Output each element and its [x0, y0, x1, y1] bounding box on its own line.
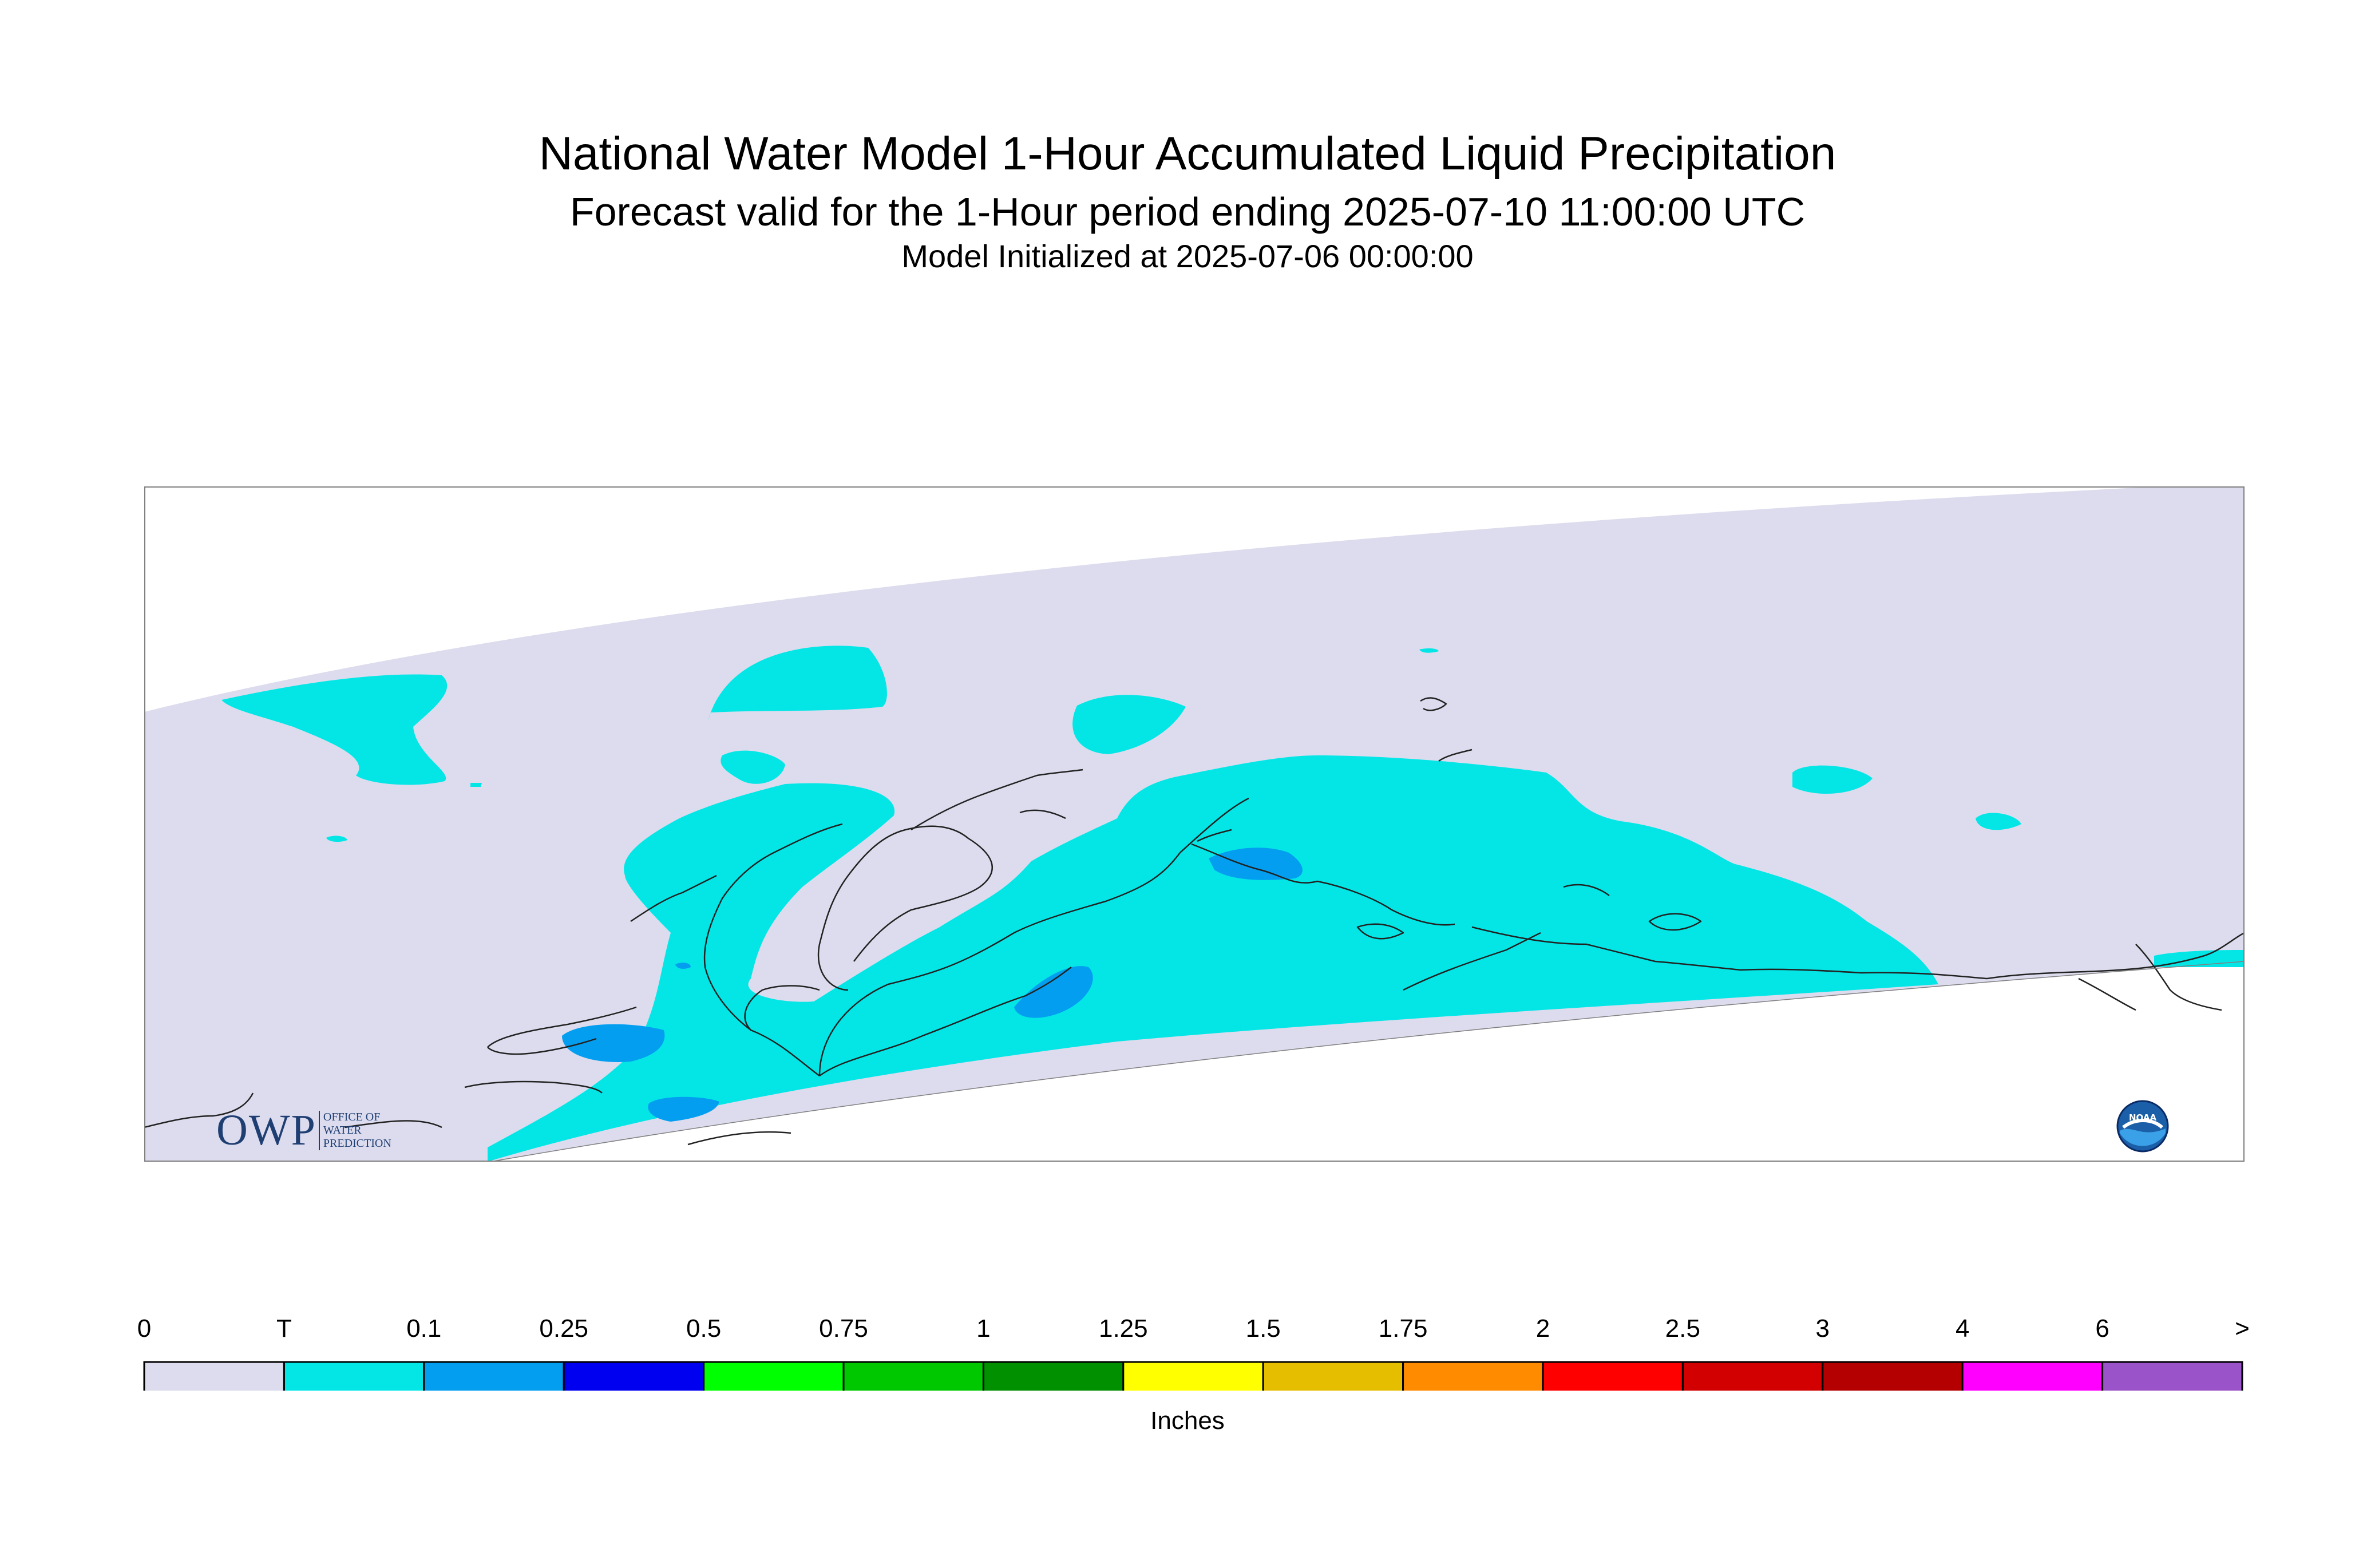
- owp-logo: OWP OFFICE OF WATER PREDICTION: [216, 1106, 391, 1155]
- legend-tick-label: 3: [1815, 1314, 1830, 1343]
- legend-tick-label: 1.5: [1245, 1314, 1281, 1343]
- model-init-label: Model Initialized at 2025-07-06 00:00:00: [901, 238, 1474, 274]
- legend-swatch: [563, 1361, 705, 1391]
- legend-tick-label: 1.25: [1098, 1314, 1148, 1343]
- legend-swatch: [1262, 1361, 1404, 1391]
- legend-swatch: [143, 1361, 285, 1391]
- forecast-valid-subtitle: Forecast valid for the 1-Hour period end…: [569, 189, 1806, 234]
- legend-tick-label: 0.25: [539, 1314, 589, 1343]
- legend-tick-label: >: [2235, 1314, 2250, 1343]
- legend-swatch: [1961, 1361, 2104, 1391]
- noaa-logo: NOAA: [2116, 1100, 2169, 1153]
- legend-tick-label: 1.75: [1378, 1314, 1428, 1343]
- legend-tick-label: 4: [1955, 1314, 1970, 1343]
- legend-tick-label: T: [276, 1314, 292, 1343]
- legend-swatch: [1402, 1361, 1544, 1391]
- coastlines: [144, 697, 2245, 1146]
- legend-swatch: [1681, 1361, 1824, 1391]
- map-title: National Water Model 1-Hour Accumulated …: [539, 128, 1836, 180]
- legend-tick-label: 0.5: [686, 1314, 722, 1343]
- legend-swatch: [283, 1361, 425, 1391]
- legend-swatch: [1122, 1361, 1264, 1391]
- legend-swatch: [982, 1361, 1125, 1391]
- legend-tick-label: 2.5: [1665, 1314, 1700, 1343]
- legend-swatch: [1542, 1361, 1684, 1391]
- legend-tick-label: 1: [976, 1314, 991, 1343]
- legend-tick-label: 0: [137, 1314, 152, 1343]
- legend-units-label: Inches: [1150, 1407, 1225, 1435]
- domain-boundary: [490, 961, 2245, 1162]
- map-frame: [144, 486, 2245, 1162]
- owp-logo-subtitle: OFFICE OF WATER PREDICTION: [318, 1111, 391, 1150]
- legend-tick-label: 0.75: [819, 1314, 868, 1343]
- precipitation-legend: [143, 1361, 2243, 1391]
- legend-swatch: [842, 1361, 984, 1391]
- light-precip-areas: [562, 848, 1303, 1122]
- legend-swatch: [423, 1361, 565, 1391]
- legend-tick-label: 2: [1535, 1314, 1550, 1343]
- legend-swatch: [703, 1361, 845, 1391]
- legend-swatches: [143, 1361, 2243, 1391]
- legend-swatch: [2101, 1361, 2243, 1391]
- svg-text:NOAA: NOAA: [2129, 1112, 2157, 1123]
- precipitation-map: [144, 486, 2245, 1162]
- legend-swatch: [1822, 1361, 1964, 1391]
- legend-tick-label: 0.1: [406, 1314, 442, 1343]
- owp-logo-letters: OWP: [216, 1106, 316, 1154]
- legend-tick-label: 6: [2095, 1314, 2109, 1343]
